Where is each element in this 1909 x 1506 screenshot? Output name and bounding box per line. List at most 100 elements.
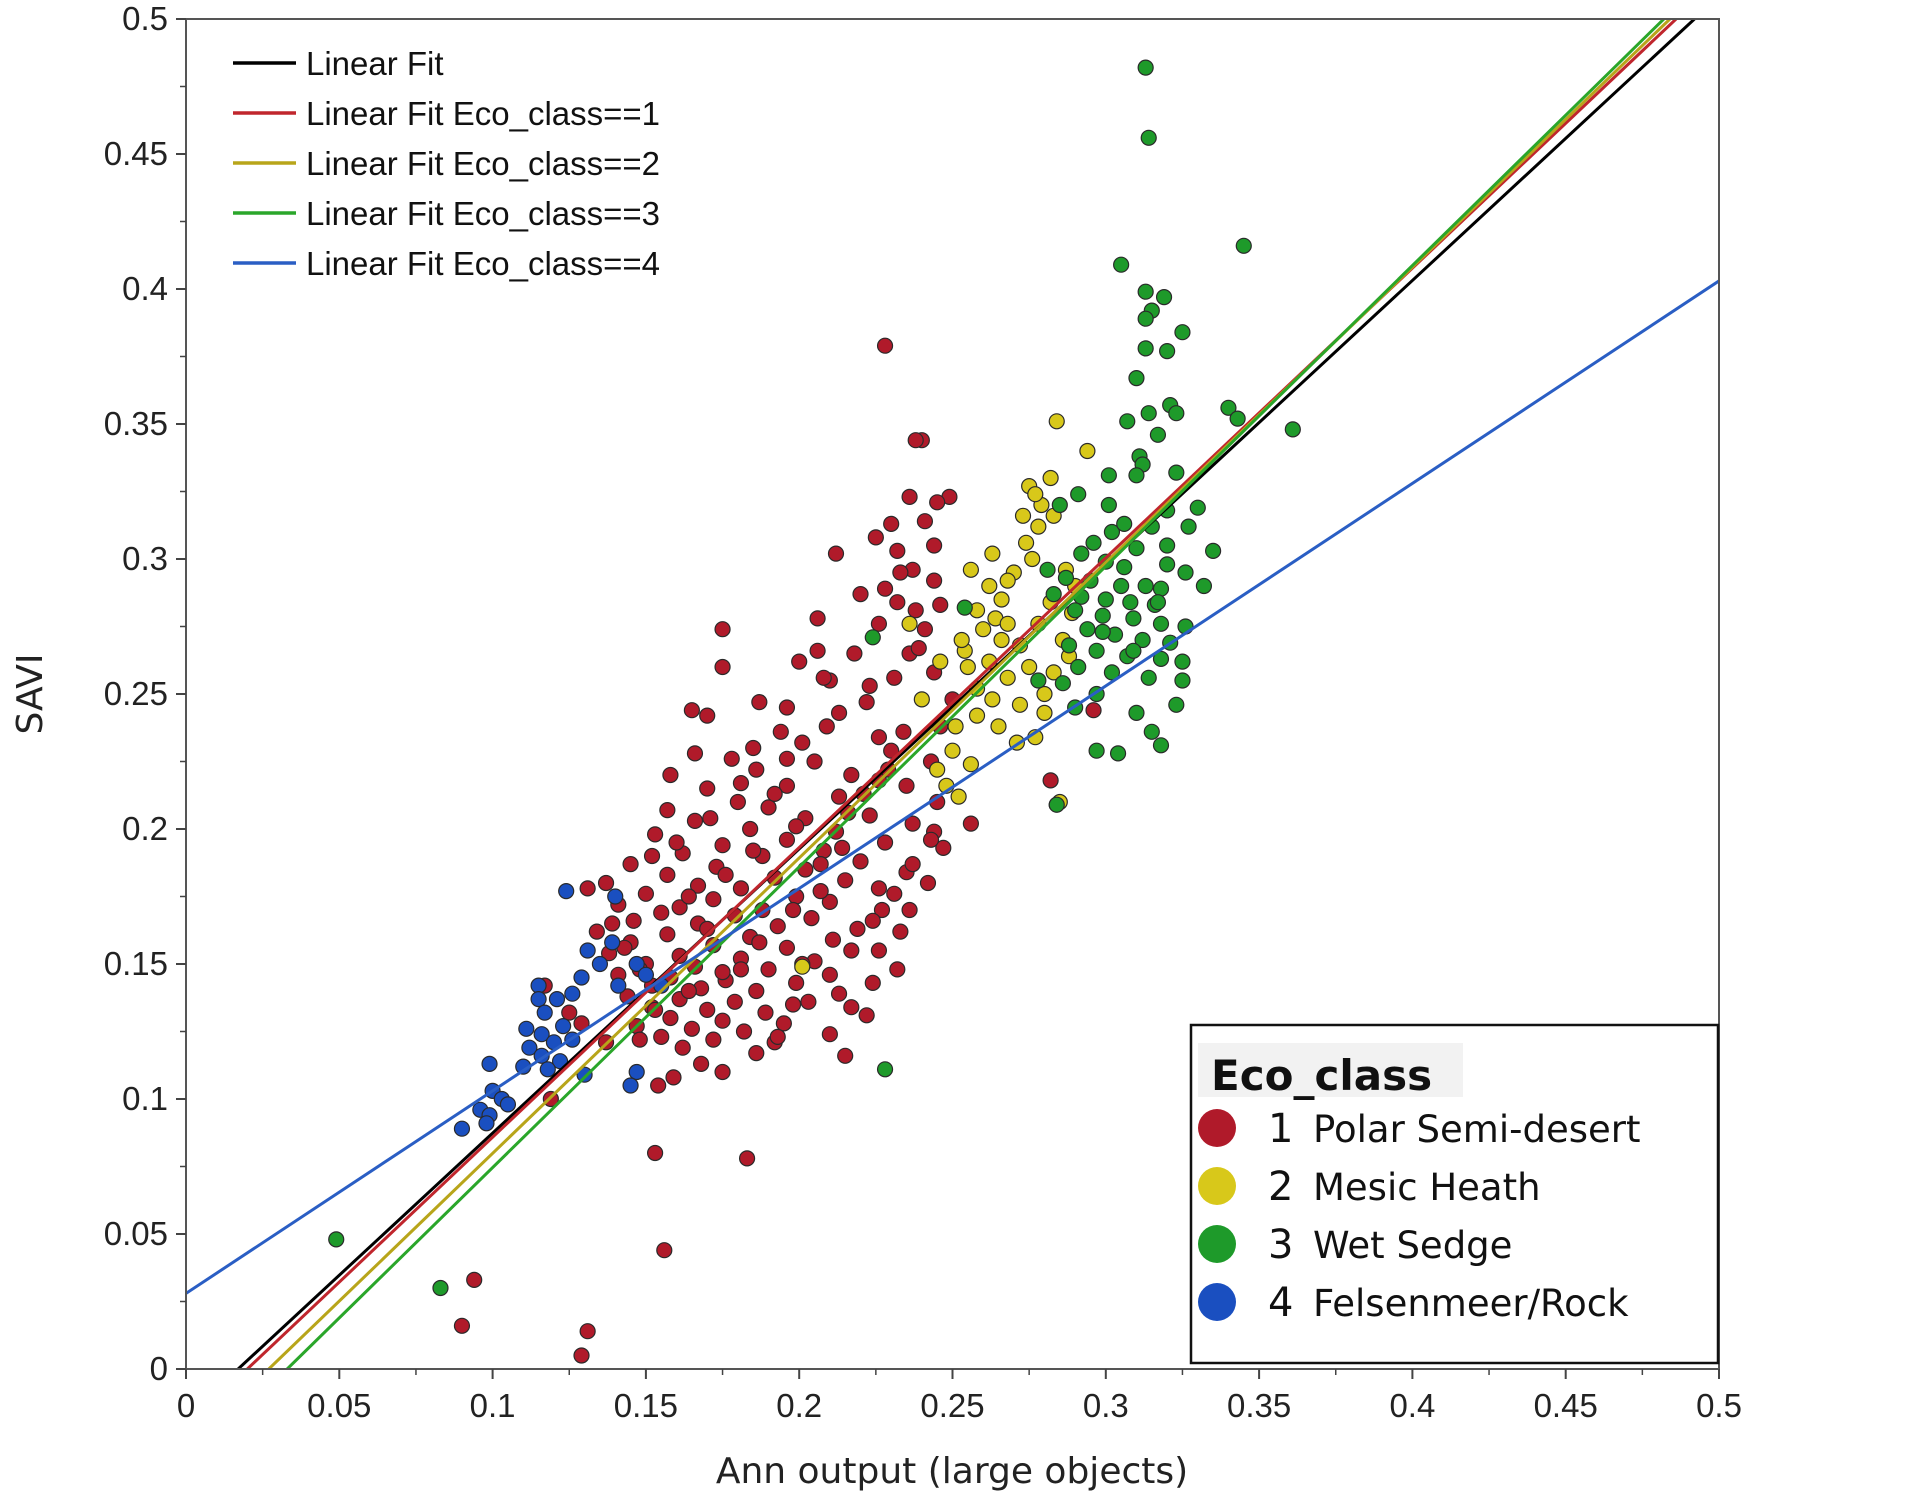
point-polar-semi-desert xyxy=(1085,702,1102,719)
point-felsenmeer-rock xyxy=(610,977,627,994)
point-mesic-heath xyxy=(1036,704,1053,722)
point-wet-sedge xyxy=(1140,405,1157,422)
point-polar-semi-desert xyxy=(742,820,759,838)
point-mesic-heath xyxy=(1045,664,1062,681)
point-wet-sedge xyxy=(1113,256,1130,273)
point-polar-semi-desert xyxy=(837,872,854,889)
point-polar-semi-desert xyxy=(714,658,731,676)
point-mesic-heath xyxy=(1042,469,1059,487)
point-polar-semi-desert xyxy=(907,432,924,449)
y-tick-label: 0.05 xyxy=(104,1215,168,1252)
point-polar-semi-desert xyxy=(766,785,783,803)
fit-legend-label: Linear Fit Eco_class==3 xyxy=(306,195,660,232)
point-wet-sedge xyxy=(1113,577,1130,595)
x-tick-label: 0.4 xyxy=(1389,1387,1435,1424)
point-polar-semi-desert xyxy=(662,1009,679,1027)
point-wet-sedge xyxy=(1073,545,1090,562)
point-wet-sedge xyxy=(1174,672,1191,689)
fit-legend-label: Linear Fit Eco_class==4 xyxy=(306,245,660,282)
point-polar-semi-desert xyxy=(714,1063,731,1081)
eco-class-number: 4 xyxy=(1268,1280,1293,1326)
point-polar-semi-desert xyxy=(778,699,796,716)
point-polar-semi-desert xyxy=(809,610,826,627)
point-polar-semi-desert xyxy=(775,1015,792,1032)
point-polar-semi-desert xyxy=(892,923,909,940)
point-polar-semi-desert xyxy=(659,866,676,884)
point-felsenmeer-rock xyxy=(536,1004,553,1021)
point-mesic-heath xyxy=(953,631,970,649)
point-polar-semi-desert xyxy=(659,801,676,819)
point-mesic-heath xyxy=(1011,696,1029,713)
point-mesic-heath xyxy=(981,577,998,595)
point-polar-semi-desert xyxy=(852,585,869,603)
point-felsenmeer-rock xyxy=(530,990,547,1008)
point-mesic-heath xyxy=(1024,550,1041,568)
point-polar-semi-desert xyxy=(769,918,786,935)
x-tick-label: 0.1 xyxy=(470,1387,516,1424)
x-tick-label: 0.05 xyxy=(307,1387,371,1424)
point-mesic-heath xyxy=(950,788,967,805)
point-mesic-heath xyxy=(932,653,949,670)
point-polar-semi-desert xyxy=(751,693,768,711)
point-polar-semi-desert xyxy=(692,1055,710,1073)
point-felsenmeer-rock xyxy=(573,969,590,986)
point-polar-semi-desert xyxy=(699,1001,716,1019)
point-polar-semi-desert xyxy=(699,707,716,724)
point-wet-sedge xyxy=(876,1061,894,1078)
fit-legend-label: Linear Fit Eco_class==2 xyxy=(306,145,660,182)
point-polar-semi-desert xyxy=(732,880,750,897)
point-polar-semi-desert xyxy=(748,1044,765,1062)
point-polar-semi-desert xyxy=(760,799,777,816)
point-wet-sedge xyxy=(1159,556,1176,573)
point-polar-semi-desert xyxy=(637,885,655,902)
point-polar-semi-desert xyxy=(892,564,909,581)
point-polar-semi-desert xyxy=(830,704,848,722)
point-mesic-heath xyxy=(944,742,961,759)
point-polar-semi-desert xyxy=(916,513,934,530)
point-polar-semi-desert xyxy=(843,766,860,784)
x-tick-label: 0.35 xyxy=(1227,1387,1291,1424)
point-wet-sedge xyxy=(1137,577,1154,595)
point-felsenmeer-rock xyxy=(579,942,596,959)
point-felsenmeer-rock xyxy=(499,1096,517,1113)
point-polar-semi-desert xyxy=(861,677,878,695)
point-polar-semi-desert xyxy=(898,777,915,794)
point-felsenmeer-rock xyxy=(558,882,575,900)
point-polar-semi-desert xyxy=(778,750,796,767)
y-tick-label: 0.4 xyxy=(122,270,168,307)
point-wet-sedge xyxy=(1284,421,1301,438)
point-polar-semi-desert xyxy=(631,1031,648,1048)
point-wet-sedge xyxy=(1119,413,1136,430)
point-polar-semi-desert xyxy=(646,826,664,843)
point-wet-sedge xyxy=(1174,324,1191,341)
point-mesic-heath xyxy=(1030,518,1047,535)
point-polar-semi-desert xyxy=(662,766,679,784)
point-polar-semi-desert xyxy=(579,1323,596,1340)
point-polar-semi-desert xyxy=(769,1028,786,1046)
point-felsenmeer-rock xyxy=(539,1061,556,1078)
point-wet-sedge xyxy=(1067,602,1084,619)
point-felsenmeer-rock xyxy=(564,985,581,1002)
point-polar-semi-desert xyxy=(809,642,826,659)
fit-lines-legend: Linear Fit Linear Fit Eco_class==1 Linear … xyxy=(233,45,660,282)
point-polar-semi-desert xyxy=(922,831,940,848)
point-polar-semi-desert xyxy=(726,993,743,1010)
point-felsenmeer-rock xyxy=(548,990,566,1008)
point-felsenmeer-rock xyxy=(518,1020,535,1037)
point-wet-sedge xyxy=(1128,370,1145,387)
point-mesic-heath xyxy=(1027,486,1044,503)
point-polar-semi-desert xyxy=(818,718,835,735)
eco-class-label: Polar Semi-desert xyxy=(1313,1108,1641,1151)
eco-class-legend: Eco_class 1 Polar Semi-desert 2 Mesic Heath… xyxy=(1189,1023,1720,1365)
point-polar-semi-desert xyxy=(714,621,731,638)
x-tick-label: 0.3 xyxy=(1083,1387,1129,1424)
point-polar-semi-desert xyxy=(705,891,722,908)
point-polar-semi-desert xyxy=(837,1047,854,1064)
point-polar-semi-desert xyxy=(671,947,688,965)
point-mesic-heath xyxy=(794,958,811,975)
point-polar-semi-desert xyxy=(843,942,860,959)
point-mesic-heath xyxy=(1017,534,1035,551)
point-polar-semi-desert xyxy=(732,774,750,792)
point-polar-semi-desert xyxy=(573,1347,590,1364)
point-polar-semi-desert xyxy=(680,982,697,1000)
